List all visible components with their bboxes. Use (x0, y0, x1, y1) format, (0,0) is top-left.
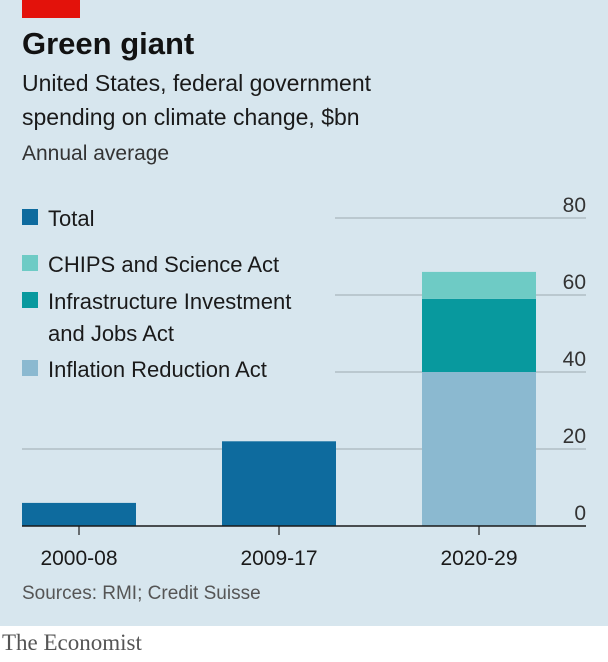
legend-swatch-inflation-reduction (22, 360, 38, 376)
chart-subtitle-units: Annual average (22, 142, 170, 165)
brand-red-tab (22, 0, 80, 18)
y-tick-label-40: 40 (563, 348, 586, 371)
source-note: Sources: RMI; Credit Suisse (22, 583, 261, 604)
legend-swatch-chips (22, 255, 38, 271)
y-tick-label-20: 20 (563, 425, 586, 448)
bar-2020-29-inflation-reduction-act (422, 372, 536, 526)
legend-swatch-infrastructure (22, 292, 38, 308)
legend-item-total: Total (22, 203, 94, 235)
legend-item-chips: CHIPS and Science Act (22, 249, 279, 281)
stacked-bar-chart: 0 20 40 60 80 2000-08 2009-17 2020-29 (22, 194, 586, 570)
legend-swatch-total (22, 209, 38, 225)
bar-2020-29-infrastructure-investment-and-jobs-act (422, 298, 536, 372)
x-tick-label-2000-08: 2000-08 (40, 547, 117, 570)
x-tick-label-2009-17: 2009-17 (240, 547, 317, 570)
bar-2020-29-chips-and-science-act (422, 271, 536, 299)
legend-label-infrastructure: Infrastructure Investment and Jobs Act (48, 286, 291, 350)
y-tick-label-80: 80 (563, 194, 586, 217)
publisher-brand: The Economist (2, 630, 142, 655)
y-tick-label-0: 0 (574, 502, 586, 525)
legend-label-infrastructure-line-2: and Jobs Act (48, 321, 174, 346)
legend-label-total: Total (48, 206, 95, 231)
chart-subtitle-line-2: spending on climate change, $bn (22, 104, 360, 130)
legend-item-inflation-reduction: Inflation Reduction Act (22, 354, 267, 386)
chart-subtitle-line-1: United States, federal government (22, 70, 372, 96)
x-tick-label-2020-29: 2020-29 (440, 547, 517, 570)
chart-title: Green giant (22, 26, 195, 61)
y-tick-label-60: 60 (563, 271, 586, 294)
legend-label-inflation-reduction: Inflation Reduction Act (48, 357, 267, 382)
legend-label-chips: CHIPS and Science Act (48, 252, 280, 277)
legend-item-infrastructure: Infrastructure Investment and Jobs Act (22, 286, 291, 350)
legend-label-infrastructure-line-1: Infrastructure Investment (48, 289, 292, 314)
bar-2000-08-total (22, 502, 136, 526)
bar-2009-17-total (222, 441, 336, 526)
